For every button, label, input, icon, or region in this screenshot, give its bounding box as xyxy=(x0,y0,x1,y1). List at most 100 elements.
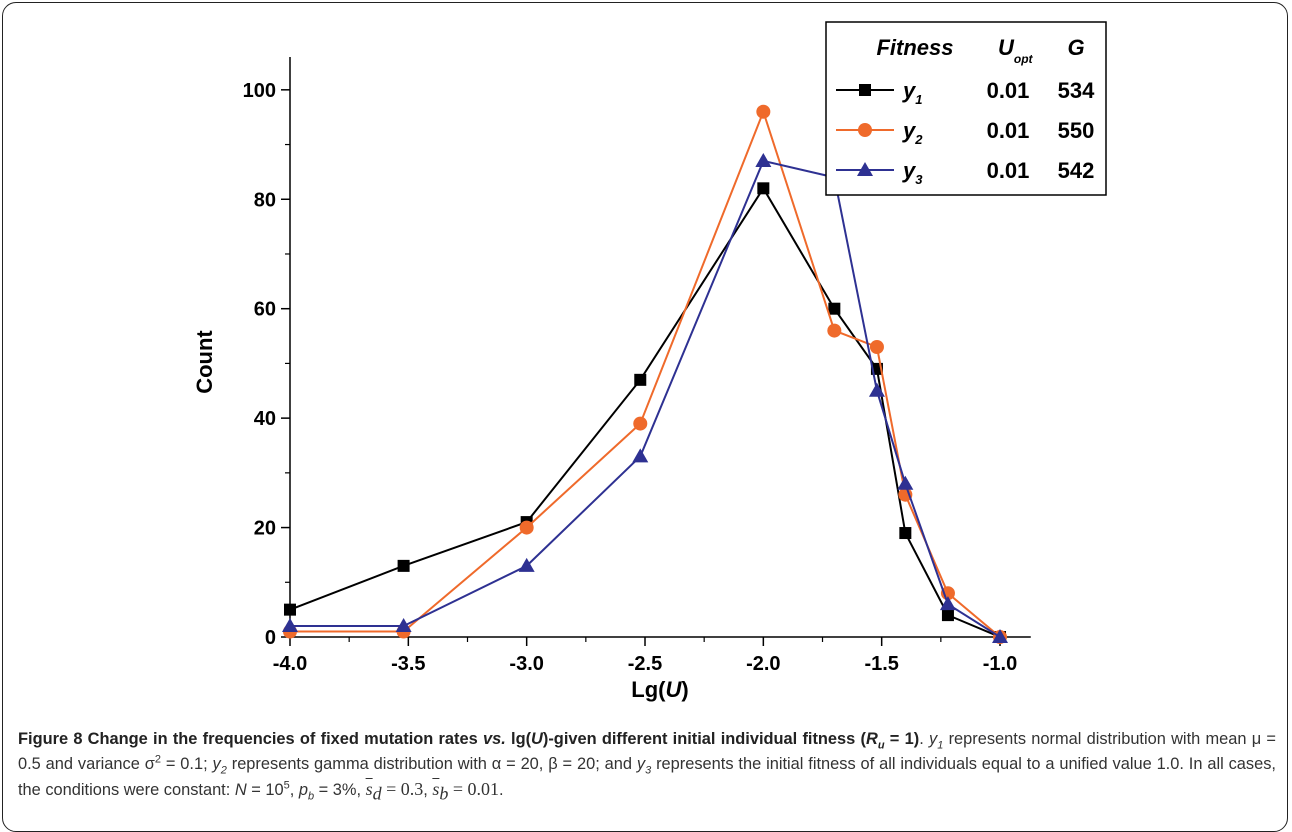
x-axis-label: Lg(U) xyxy=(631,677,688,702)
x-tick-label: -4.0 xyxy=(273,653,307,675)
data-point xyxy=(756,104,771,119)
caption-text: p xyxy=(298,781,308,799)
legend-g: 542 xyxy=(1058,158,1095,183)
caption-text: = 0.01 xyxy=(448,779,500,799)
caption-text: y xyxy=(212,755,221,773)
caption-text: 2 xyxy=(154,753,161,766)
caption-text: s xyxy=(365,779,373,799)
legend-name: y xyxy=(902,118,917,143)
caption-text: U xyxy=(531,730,543,748)
x-tick-label: -2.5 xyxy=(628,653,662,675)
legend-header: G xyxy=(1067,35,1084,60)
caption-text: b xyxy=(439,783,449,804)
caption-text: = 10 xyxy=(246,781,284,799)
caption-text: Figure 8 Change in the frequencies of fi… xyxy=(18,730,483,748)
legend-name-sub: 1 xyxy=(915,92,922,107)
y-tick-label: 0 xyxy=(265,627,276,649)
legend-g: 534 xyxy=(1058,78,1095,103)
x-label-var: U xyxy=(665,677,682,702)
caption-text: . xyxy=(499,781,504,799)
legend-name-sub: 2 xyxy=(914,132,923,147)
legend-u-opt: 0.01 xyxy=(987,118,1030,143)
caption-text: 1 xyxy=(937,739,944,752)
y-tick-label: 20 xyxy=(254,518,276,540)
data-point xyxy=(869,340,884,354)
x-tick-label: -2.0 xyxy=(746,653,780,675)
x-tick-label: -3.5 xyxy=(391,653,425,675)
caption-text: lg( xyxy=(505,730,532,748)
data-point xyxy=(395,618,412,633)
caption-text: = 0.3 xyxy=(381,779,424,799)
data-point xyxy=(755,152,772,167)
data-point xyxy=(284,603,296,616)
caption-text: = 1) xyxy=(884,730,920,748)
data-point xyxy=(757,182,770,195)
y-tick-label: 80 xyxy=(254,189,276,211)
caption-text: = 0.1; xyxy=(160,755,213,773)
caption-text: u xyxy=(877,739,885,752)
chart: 0 20 40 60 80 100 -4.0 -3.5 -3.0 -2.5 -2.0 -1.5 -1.0… xyxy=(192,21,1107,702)
caption-text: s xyxy=(432,779,440,799)
data-point xyxy=(941,609,954,622)
data-point xyxy=(282,618,298,633)
caption-text: b xyxy=(307,790,315,803)
legend-marker xyxy=(859,84,871,96)
caption-text: 5 xyxy=(283,779,290,792)
data-point xyxy=(518,557,535,572)
series-line xyxy=(289,186,1001,638)
data-point xyxy=(827,323,842,338)
caption-text: , xyxy=(423,781,433,799)
data-point xyxy=(519,520,534,535)
caption-text: 3 xyxy=(645,764,652,777)
legend-label: y3 xyxy=(902,158,923,187)
x-tick-label: -1.5 xyxy=(864,653,898,675)
caption-text: R xyxy=(865,730,878,748)
data-point xyxy=(868,382,885,397)
data-point xyxy=(634,373,647,386)
caption-text: y xyxy=(929,730,938,748)
legend-name: y xyxy=(902,158,917,183)
x-label-text: Lg( xyxy=(631,677,666,702)
caption-text: represents the initial fitness of all in… xyxy=(18,755,1276,799)
caption-text: y xyxy=(636,755,646,773)
legend-u-opt: 0.01 xyxy=(987,158,1030,183)
legend-marker xyxy=(857,162,873,176)
caption-text: . xyxy=(919,730,929,748)
legend-g: 550 xyxy=(1058,118,1095,143)
caption-text: represents normal distribution with mean… xyxy=(18,730,1276,773)
legend-header-sub: opt xyxy=(1014,52,1034,66)
data-point xyxy=(897,475,914,490)
legend-label: y1 xyxy=(902,78,922,107)
caption-text: d xyxy=(372,783,382,804)
figure-caption: Figure 8 Change in the frequencies of fi… xyxy=(18,727,1276,803)
caption-text: = 3%, xyxy=(314,781,366,799)
data-point xyxy=(397,559,410,572)
data-point xyxy=(899,527,912,540)
data-point xyxy=(992,629,1009,643)
caption-text: , xyxy=(289,781,299,799)
y-tick-label: 40 xyxy=(254,408,276,430)
data-point xyxy=(633,416,648,431)
legend-u-opt: 0.01 xyxy=(987,78,1030,103)
x-tick-label: -1.0 xyxy=(983,653,1017,675)
data-point xyxy=(939,596,956,611)
caption-text: vs. xyxy=(482,730,506,748)
legend-header: Uopt xyxy=(998,35,1034,66)
series-line xyxy=(290,159,1001,638)
legend-header: Fitness xyxy=(876,35,953,60)
legend-label: y2 xyxy=(902,118,923,147)
caption-text: 2 xyxy=(220,764,227,777)
data-point xyxy=(632,448,649,463)
data-point xyxy=(828,302,841,315)
x-tick-label: -3.0 xyxy=(509,653,543,675)
legend-name: y xyxy=(902,78,917,103)
caption-text: )-given different initial individual fit… xyxy=(542,730,866,748)
y-tick-label: 60 xyxy=(254,299,276,321)
x-label-text: ) xyxy=(681,677,688,702)
y-axis-label: Count xyxy=(192,330,217,394)
caption-text: N xyxy=(234,781,247,799)
legend-marker xyxy=(858,123,872,137)
legend-box xyxy=(825,21,1107,196)
y-tick-label: 100 xyxy=(243,80,276,102)
